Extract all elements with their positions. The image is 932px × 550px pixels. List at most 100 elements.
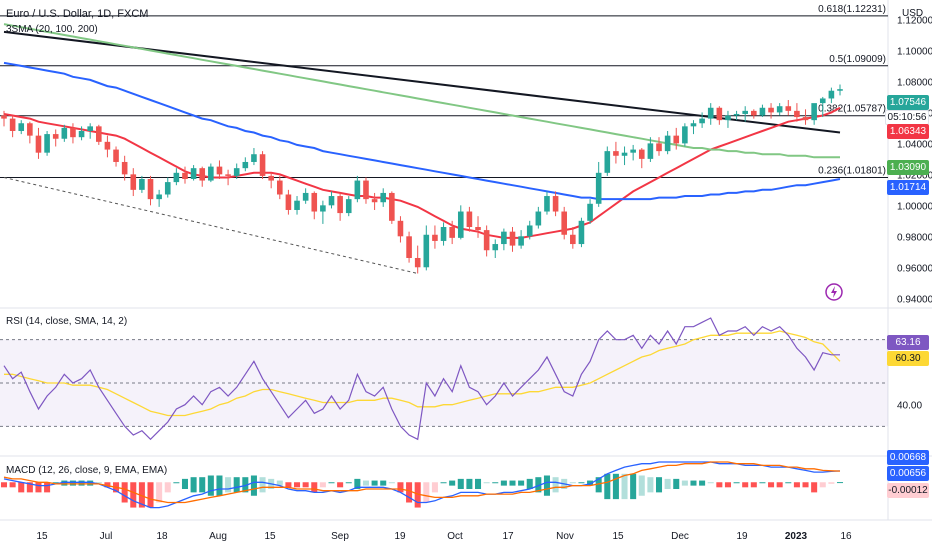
candle-body (423, 234, 430, 268)
candle-body (208, 166, 214, 181)
macd-hist-bar (449, 480, 456, 486)
macd-badge: 0.00668 (887, 450, 929, 465)
candle-body (483, 230, 490, 251)
candle-body (492, 244, 499, 251)
candle-body (595, 172, 602, 204)
candle-body (587, 203, 593, 221)
price-tick-label: 1.04000 (897, 139, 932, 150)
macd-hist-bar (785, 482, 792, 484)
macd-hist-bar (492, 482, 499, 484)
fib-level-label: 0.236(1.01801) (818, 165, 886, 176)
macd-hist-bar (707, 482, 714, 484)
candle-body (742, 110, 748, 114)
macd-hist-bar (52, 482, 59, 484)
lightning-icon-ring (825, 283, 843, 301)
macd-hist-bar (173, 482, 180, 484)
candle-body (707, 107, 714, 119)
macd-hist-bar (302, 482, 309, 488)
macd-hist-bar (466, 478, 473, 489)
macd-hist-bar (225, 477, 232, 493)
candle-body (337, 196, 343, 214)
symbol-title[interactable]: Euro / U.S. Dollar, 1D, FXCM (6, 8, 149, 20)
candle-body (432, 234, 438, 241)
candle-body (363, 180, 369, 200)
candle-body (449, 227, 455, 238)
candle-body (638, 149, 645, 159)
rsi-line (3, 317, 840, 441)
sma-line-sma-200 (3, 23, 840, 159)
candle-body (164, 182, 171, 195)
candle-body (406, 236, 412, 258)
candle-body (544, 196, 550, 212)
macd-title[interactable]: MACD (12, 26, close, 9, EMA, EMA) (6, 465, 168, 476)
candle-body (802, 117, 809, 121)
macd-hist-bar (716, 482, 723, 488)
time-axis-label: Aug (209, 531, 227, 542)
macd-hist-bar (578, 482, 585, 484)
candle-body (121, 161, 128, 175)
candle-body (552, 196, 559, 212)
time-axis-label: 15 (36, 531, 48, 542)
macd-hist-bar (250, 475, 257, 496)
macd-hist-bar (655, 477, 663, 493)
candle-body (216, 166, 223, 175)
macd-hist-bar (233, 477, 240, 493)
candle-body (828, 90, 835, 99)
macd-hist-bar (147, 482, 154, 508)
candle-body (811, 103, 817, 121)
candle-body (182, 172, 188, 180)
candle-body (104, 141, 111, 150)
candle-body (397, 220, 404, 237)
macd-hist-bar (87, 480, 94, 486)
candle-body (251, 154, 257, 162)
macd-hist-bar (371, 480, 378, 486)
macd-hist-bar (95, 482, 102, 484)
macd-hist-bar (440, 482, 447, 484)
price-tick-label: 1.08000 (897, 77, 932, 88)
candle-body (156, 194, 162, 200)
candle-body (345, 199, 352, 214)
macd-hist-bar (638, 475, 645, 496)
sma20-badge: 1.06343 (887, 124, 929, 139)
candle-body (130, 174, 137, 190)
candle-body (320, 205, 326, 212)
candle-body (535, 211, 542, 226)
macd-hist-bar (423, 482, 430, 503)
macd-hist-bar (164, 482, 171, 493)
candle-body (690, 123, 697, 127)
price-tick-label: 1.12000 (897, 15, 932, 26)
rsi-title[interactable]: RSI (14, close, SMA, 14, 2) (6, 316, 128, 327)
candle-body (147, 179, 154, 200)
rsi-ma-line (4, 330, 841, 417)
candle-body (311, 192, 318, 212)
candle-body (768, 107, 774, 113)
price-tick-label: 0.96000 (897, 263, 932, 274)
time-axis-label: 15 (612, 531, 624, 542)
macd-hist-bar (742, 482, 749, 488)
macd-hist-bar (604, 473, 611, 500)
candle-body (457, 211, 464, 238)
time-axis-label: 19 (394, 531, 406, 542)
macd-hist-bar (311, 482, 318, 493)
currency-label: USD (902, 8, 924, 19)
time-axis-label: Nov (556, 531, 574, 542)
candle-body (61, 127, 68, 139)
macd-hist-bar (526, 478, 533, 489)
candle-body (268, 175, 274, 181)
macd-hist-bar (156, 482, 163, 503)
macd-hist-bar (768, 482, 775, 488)
candle-body (466, 211, 473, 228)
indicator-legend[interactable]: 3SMA (20, 100, 200) (6, 24, 98, 35)
candle-body (190, 168, 197, 180)
macd-hist-bar (414, 482, 421, 508)
candle-body (389, 192, 395, 221)
macd-hist-bar (26, 482, 33, 493)
sma-line-sma-100 (3, 61, 841, 201)
candle-body (785, 106, 792, 111)
candle-body (9, 118, 16, 131)
candle-body (621, 152, 628, 156)
macd-hist-bar (138, 482, 145, 508)
candle-body (613, 151, 619, 156)
macd-hist-bar (776, 482, 783, 488)
